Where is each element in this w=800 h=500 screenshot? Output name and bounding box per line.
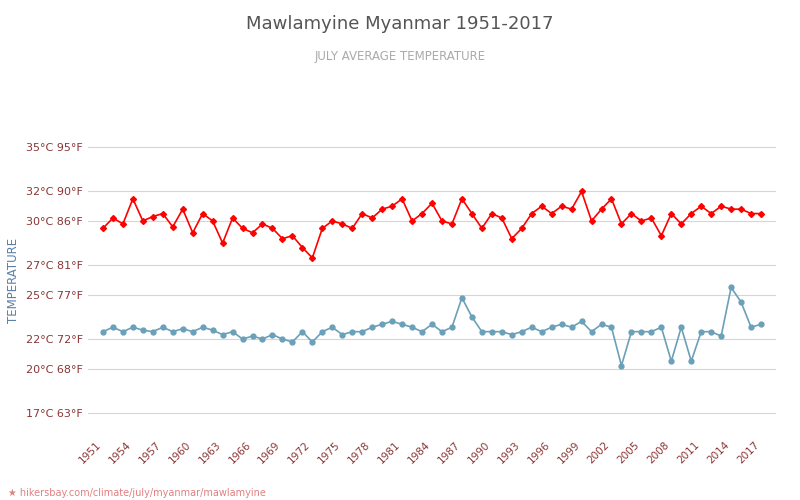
Text: ★ hikersbay.com/climate/july/myanmar/mawlamyine: ★ hikersbay.com/climate/july/myanmar/maw… (8, 488, 266, 498)
Text: Mawlamyine Myanmar 1951-2017: Mawlamyine Myanmar 1951-2017 (246, 15, 554, 33)
Text: JULY AVERAGE TEMPERATURE: JULY AVERAGE TEMPERATURE (314, 50, 486, 63)
Y-axis label: TEMPERATURE: TEMPERATURE (7, 238, 21, 322)
